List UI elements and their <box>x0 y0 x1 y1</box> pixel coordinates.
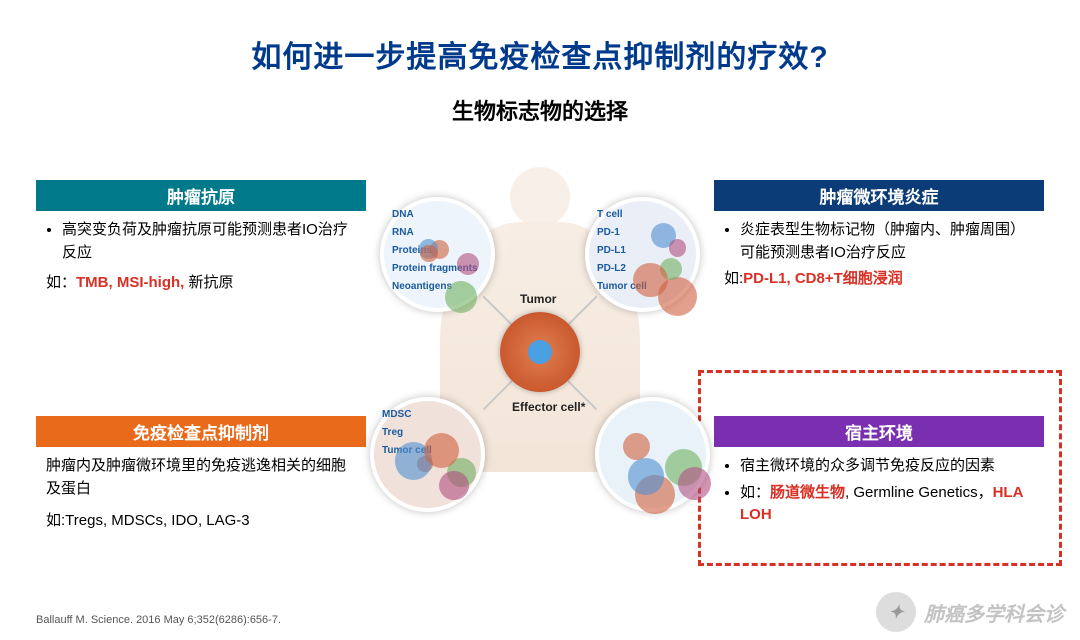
diagram-lens-2: MDSCTregTumor cell <box>370 397 485 512</box>
box-br-bullet2: 如：肠道微生物, Germline Genetics，HLA LOH <box>740 482 1038 527</box>
box-tumor-antigen: 肿瘤抗原 高突变负荷及肿瘤抗原可能预测患者IO治疗反应 如：TMB, MSI-h… <box>36 180 366 295</box>
diagram-lens-0: DNARNAProteinsProtein fragmentsNeoantige… <box>380 197 495 312</box>
watermark-icon: ✦ <box>876 592 916 632</box>
box-bl-header: 免疫检查点抑制剂 <box>36 416 366 447</box>
box-bl-body2: 如:Tregs, MDSCs, IDO, LAG-3 <box>46 510 360 533</box>
box-tl-header: 肿瘤抗原 <box>36 180 366 211</box>
center-label-top: Tumor <box>520 292 556 306</box>
box-br-bullet1: 宿主微环境的众多调节免疫反应的因素 <box>740 455 1038 478</box>
page-subtitle: 生物标志物的选择 <box>0 94 1080 126</box>
center-label-bottom: Effector cell* <box>512 400 585 414</box>
tumor-center-node <box>500 312 580 392</box>
biomarker-diagram: Tumor Effector cell* DNARNAProteinsProte… <box>370 182 710 532</box>
watermark: ✦ 肺癌多学科会诊 <box>876 592 1064 632</box>
box-checkpoint-inhibitor: 免疫检查点抑制剂 肿瘤内及肿瘤微环境里的免疫逃逸相关的细胞及蛋白 如:Tregs… <box>36 416 366 533</box>
diagram-lens-3 <box>595 397 710 512</box>
page-title: 如何进一步提高免疫检查点抑制剂的疗效? <box>0 32 1080 76</box>
box-tr-header: 肿瘤微环境炎症 <box>714 180 1044 211</box>
box-tl-highlight: TMB, MSI-high, <box>76 274 184 291</box>
box-br-header: 宿主环境 <box>714 416 1044 447</box>
box-tme-inflammation: 肿瘤微环境炎症 炎症表型生物标记物（肿瘤内、肿瘤周围）可能预测患者IO治疗反应 … <box>714 180 1044 291</box>
diagram-lens-1: T cellPD-1PD-L1PD-L2Tumor cell <box>585 197 700 312</box>
box-bl-body1: 肿瘤内及肿瘤微环境里的免疫逃逸相关的细胞及蛋白 <box>46 455 360 500</box>
box-tr-highlight: PD-L1, CD8+T细胞浸润 <box>743 270 903 287</box>
reference-citation: Ballauff M. Science. 2016 May 6;352(6286… <box>36 614 281 626</box>
box-tr-bullet: 炎症表型生物标记物（肿瘤内、肿瘤周围）可能预测患者IO治疗反应 <box>740 219 1038 264</box>
box-tl-bullet: 高突变负荷及肿瘤抗原可能预测患者IO治疗反应 <box>62 219 360 264</box>
box-host-environment: 宿主环境 宿主微环境的众多调节免疫反应的因素 如：肠道微生物, Germline… <box>714 416 1044 531</box>
